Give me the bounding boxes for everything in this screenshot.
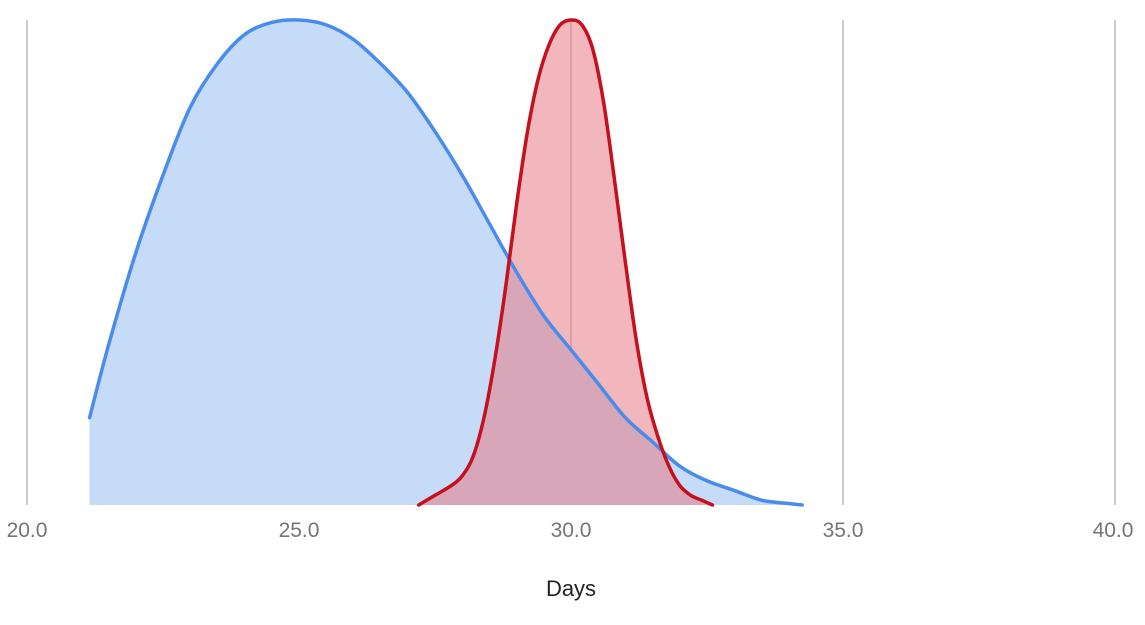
x-tick-label: 35.0 xyxy=(823,519,864,542)
x-tick-label: 40.0 xyxy=(1093,519,1134,542)
x-tick-label: 25.0 xyxy=(279,519,320,542)
x-axis-title: Days xyxy=(546,576,596,601)
series-layer xyxy=(87,18,804,507)
series-0-line xyxy=(87,18,804,507)
x-tick-label: 30.0 xyxy=(551,519,592,542)
series-1-line xyxy=(416,18,715,507)
series-0-area xyxy=(89,19,803,505)
x-tick-labels: 20.0 25.0 30.0 35.0 40.0 xyxy=(7,519,1134,542)
x-tick-label: 20.0 xyxy=(7,519,48,542)
